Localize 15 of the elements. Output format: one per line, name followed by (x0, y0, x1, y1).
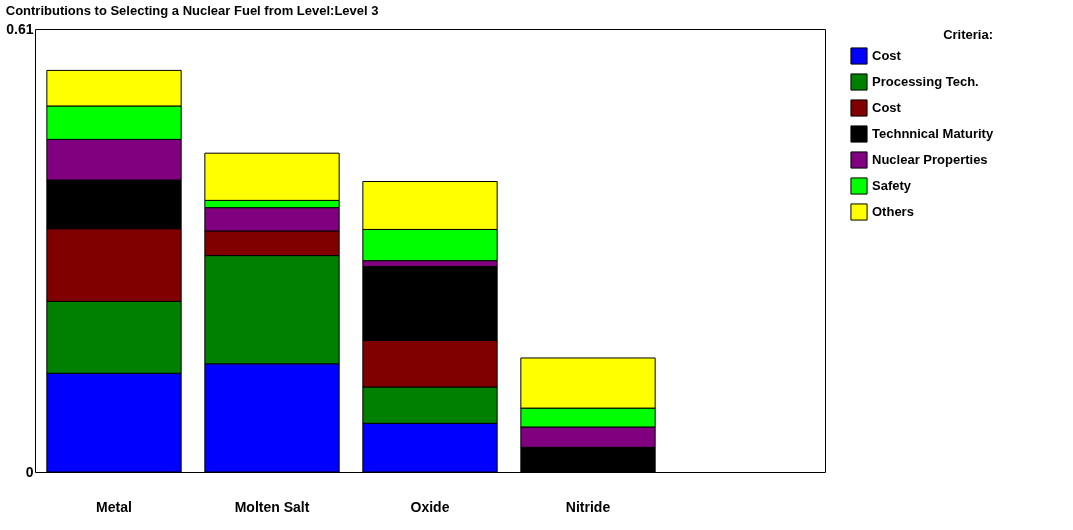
legend-label: Cost (872, 48, 902, 63)
chart-title: Contributions to Selecting a Nuclear Fuel from Level:Level 3 (5, 3, 379, 18)
legend-label: Cost (872, 100, 902, 115)
legend-label: Technnical Maturity (872, 126, 994, 141)
x-tick-label: Metal (96, 498, 132, 515)
legend-label: Safety (872, 178, 912, 193)
legend-title: Criteria: (943, 27, 993, 42)
legend-label: Nuclear Properties (872, 152, 988, 167)
y-tick-label: 0 (25, 463, 34, 480)
legend-label: Processing Tech. (872, 74, 979, 89)
legend-label: Others (872, 204, 914, 219)
x-tick-label: Oxide (410, 498, 450, 515)
x-tick-label: Molten Salt (234, 498, 310, 515)
x-tick-label: Nitride (565, 498, 611, 515)
y-tick-label: 0.61 (6, 20, 34, 37)
